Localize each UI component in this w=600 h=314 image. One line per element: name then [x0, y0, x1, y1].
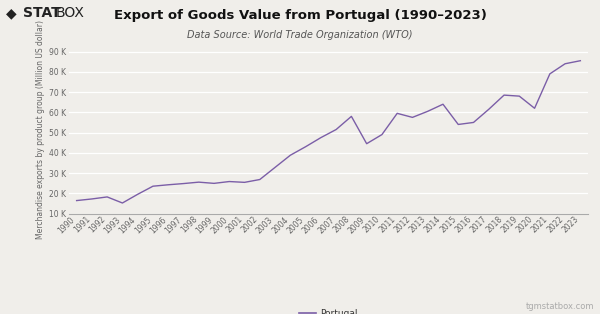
Text: tgmstatbox.com: tgmstatbox.com — [526, 302, 594, 311]
Text: BOX: BOX — [55, 6, 84, 20]
Text: Export of Goods Value from Portugal (1990–2023): Export of Goods Value from Portugal (199… — [113, 9, 487, 22]
Text: ◆: ◆ — [6, 6, 17, 20]
Text: STAT: STAT — [23, 6, 61, 20]
Legend: Portugal: Portugal — [296, 306, 361, 314]
Y-axis label: Merchandise exports by product group (Million US dollar): Merchandise exports by product group (Mi… — [36, 20, 45, 239]
Text: Data Source: World Trade Organization (WTO): Data Source: World Trade Organization (W… — [187, 30, 413, 40]
